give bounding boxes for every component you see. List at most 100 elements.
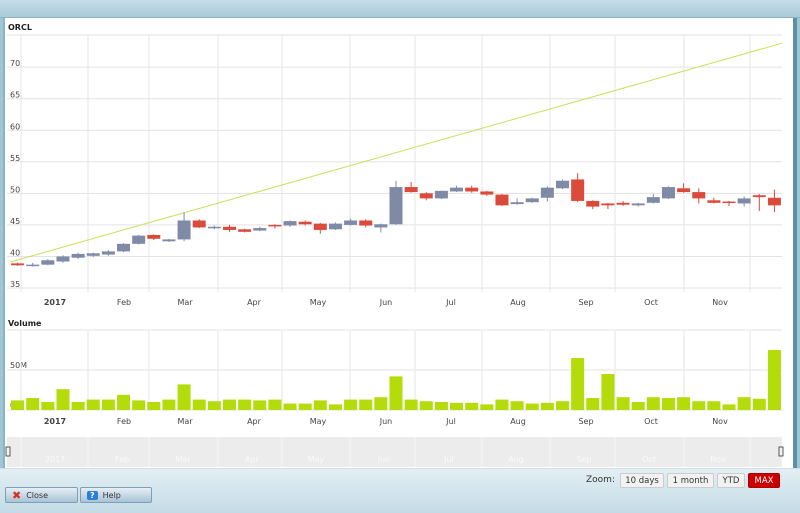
volume-bar	[525, 403, 539, 410]
candle-body	[707, 200, 721, 203]
volume-bar	[41, 402, 55, 410]
volume-bar	[328, 404, 342, 410]
volume-bar	[268, 399, 282, 410]
navigator-label: Apr	[245, 455, 260, 464]
price-x-tick-label: Jun	[379, 298, 393, 307]
volume-tick-label: 50M	[10, 361, 27, 370]
zoom-10-days-button[interactable]: 10 days	[620, 473, 664, 488]
volume-bar	[767, 350, 781, 410]
candle-body	[646, 197, 660, 203]
zoom-1-month-button[interactable]: 1 month	[667, 473, 714, 488]
zoom-label: Zoom:	[586, 475, 615, 485]
volume-bar	[707, 401, 721, 410]
navigator-label: Jun	[377, 455, 391, 464]
zoom-ytd-label: YTD	[722, 475, 740, 486]
volume-x-tick-label: Jul	[445, 417, 456, 426]
candle-body	[26, 264, 40, 267]
navigator-label: Jul	[443, 455, 454, 464]
volume-bar	[631, 402, 645, 410]
volume-x-tick-label: Apr	[247, 417, 262, 426]
price-tick-label: 65	[10, 91, 20, 100]
navigator-track	[7, 437, 782, 467]
volume-panel-title: Volume	[8, 319, 42, 328]
candle-body	[359, 220, 373, 226]
volume-bar	[571, 358, 585, 410]
volume-bar	[177, 384, 191, 410]
help-button[interactable]: ? Help	[80, 487, 152, 503]
candle-body	[177, 220, 191, 240]
navigator-left-handle[interactable]	[5, 446, 11, 457]
candle-body	[404, 187, 418, 193]
volume-bar	[344, 399, 358, 410]
volume-bar	[11, 400, 25, 410]
volume-bar	[752, 398, 766, 410]
candle-body	[767, 197, 781, 206]
candle-body	[752, 195, 766, 198]
candle-body	[298, 221, 312, 225]
volume-bar	[238, 399, 252, 410]
volume-x-tick-label: Oct	[644, 417, 658, 426]
volume-bar	[601, 374, 615, 410]
navigator-label: Aug	[508, 455, 524, 464]
candle-body	[465, 187, 479, 192]
candle-body	[737, 198, 751, 204]
navigator-label: Sep	[576, 455, 591, 464]
volume-bar	[298, 403, 312, 410]
candle-body	[238, 229, 252, 232]
volume-bar	[207, 401, 221, 410]
stock-chart: ORCL 35 40 45 50 55 60 65 70 2017 Feb Mar Apr May Jun J…	[5, 23, 784, 467]
candle-body	[616, 202, 630, 205]
candle-body	[510, 202, 524, 205]
window-titlebar	[0, 0, 800, 18]
volume-bar	[480, 404, 494, 410]
volume-bar	[101, 399, 115, 410]
volume-bar	[283, 403, 297, 410]
zoom-ytd-button[interactable]: YTD	[717, 473, 745, 488]
price-x-tick-label: Sep	[578, 298, 593, 307]
candle-body	[540, 187, 554, 198]
volume-bar	[253, 400, 267, 410]
volume-bar	[404, 399, 418, 410]
candle-body	[495, 194, 509, 206]
candle-body	[661, 187, 675, 199]
price-x-tick-label: Jul	[445, 298, 456, 307]
candle-body	[450, 187, 464, 192]
price-x-tick-label: Nov	[712, 298, 728, 307]
candle-body	[71, 253, 85, 258]
volume-bar	[692, 401, 706, 410]
price-x-tick-label: Apr	[247, 298, 262, 307]
candle-body	[101, 251, 115, 255]
zoom-1-month-label: 1 month	[672, 475, 709, 486]
price-tick-label: 70	[10, 59, 20, 68]
candle-body	[571, 179, 585, 201]
navigator-label: Mar	[175, 455, 191, 464]
candle-body	[147, 234, 161, 239]
volume-bar	[313, 400, 327, 410]
candle-body	[253, 228, 267, 231]
volume-bar	[86, 399, 100, 410]
volume-x-tick-label: May	[310, 417, 327, 426]
candle-body	[86, 253, 100, 256]
candle-body	[56, 256, 70, 262]
candle-body	[601, 203, 615, 206]
volume-bar	[132, 400, 146, 410]
price-x-tick-label: Aug	[510, 298, 526, 307]
help-icon: ?	[87, 490, 98, 500]
volume-bar	[359, 399, 373, 410]
volume-bar	[510, 401, 524, 410]
volume-x-tick-label: Aug	[510, 417, 526, 426]
navigator-label: Nov	[710, 455, 726, 464]
volume-bar	[556, 401, 570, 410]
volume-bar	[374, 397, 388, 410]
navigator-right-handle[interactable]	[778, 446, 784, 457]
close-button[interactable]: ✖ Close	[5, 487, 78, 503]
volume-x-tick-label: Sep	[578, 417, 593, 426]
navigator-label: Feb	[115, 455, 129, 464]
price-panel-title: ORCL	[8, 23, 32, 32]
candle-body	[117, 243, 131, 252]
candle-body	[525, 198, 539, 203]
help-label: Help	[102, 490, 121, 500]
zoom-max-button[interactable]: MAX	[748, 473, 780, 488]
volume-bar	[661, 398, 675, 410]
trend-line	[9, 42, 783, 263]
